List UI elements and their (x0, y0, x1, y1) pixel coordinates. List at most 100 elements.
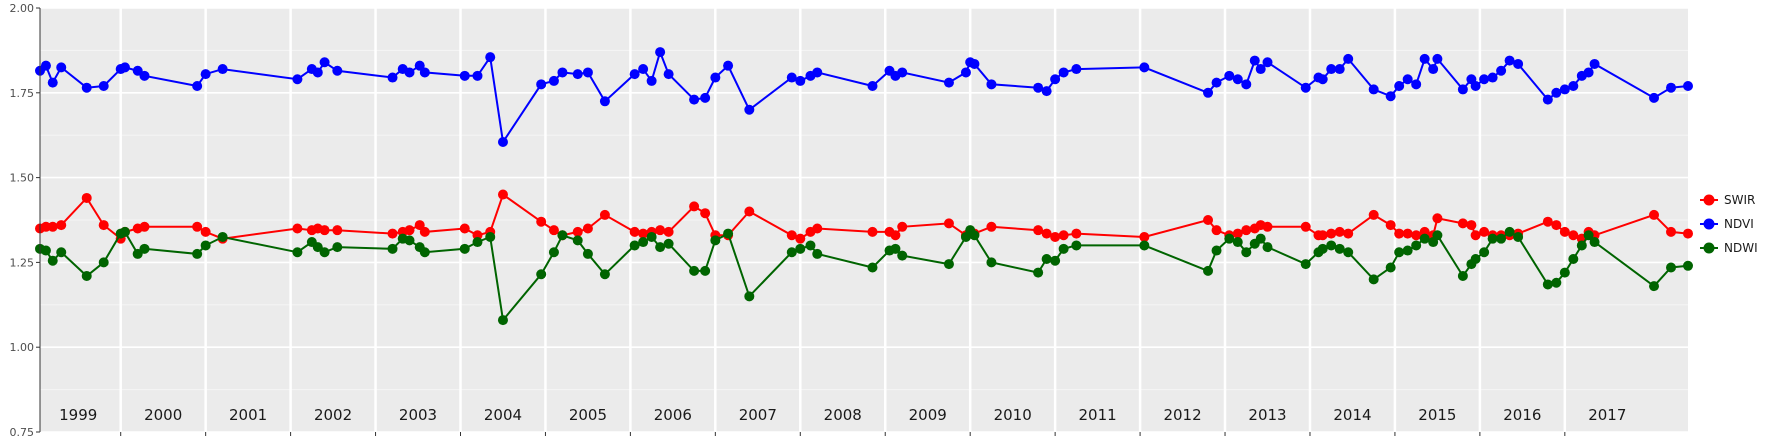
data-point-ndvi (47, 77, 58, 88)
data-point-ndvi (1428, 64, 1439, 75)
data-point-ndwi (710, 235, 721, 246)
data-point-swir (655, 225, 666, 236)
data-point-ndwi (319, 247, 330, 258)
data-point-ndvi (312, 67, 323, 78)
data-point-swir (292, 223, 303, 234)
series-ndvi (35, 47, 1693, 147)
data-point-ndwi (1432, 230, 1443, 241)
data-point-swir (404, 225, 415, 236)
data-point-swir (56, 220, 67, 231)
year-label: 2013 (1248, 406, 1286, 424)
data-point-ndvi (1300, 82, 1311, 93)
data-point-ndwi (419, 247, 430, 258)
data-point-swir (192, 221, 203, 232)
data-point-ndwi (1300, 259, 1311, 270)
series-ndwi (35, 225, 1693, 326)
year-label: 2016 (1503, 406, 1541, 424)
data-point-ndwi (786, 247, 797, 258)
data-point-ndvi (1249, 55, 1260, 66)
data-point-swir (1232, 228, 1243, 239)
data-point-swir (497, 189, 508, 200)
data-point-swir (1385, 220, 1396, 231)
data-point-ndwi (1326, 240, 1337, 251)
data-point-swir (81, 192, 92, 203)
data-point-ndvi (795, 75, 806, 86)
year-label: 2004 (484, 406, 522, 424)
year-label: 2017 (1588, 406, 1626, 424)
data-point-ndvi (40, 60, 51, 71)
data-point-swir (1317, 230, 1328, 241)
data-point-ndwi (1496, 233, 1507, 244)
data-point-ndwi (1568, 254, 1579, 265)
data-point-swir (98, 220, 109, 231)
data-point-ndvi (1203, 87, 1214, 98)
data-point-ndvi (700, 92, 711, 103)
data-point-swir (1368, 209, 1379, 220)
data-point-swir (1071, 228, 1082, 239)
data-point-ndwi (867, 262, 878, 273)
data-point-ndvi (404, 67, 415, 78)
data-point-ndwi (1317, 243, 1328, 254)
data-point-ndwi (638, 237, 649, 248)
data-point-ndwi (1394, 247, 1405, 258)
data-point-ndvi (119, 62, 130, 73)
data-point-swir (986, 221, 997, 232)
data-point-ndvi (1241, 79, 1252, 90)
year-label: 2012 (1163, 406, 1201, 424)
data-point-ndvi (1224, 70, 1235, 81)
data-point-ndwi (81, 270, 92, 281)
data-point-swir (1559, 226, 1570, 237)
data-point-swir (1050, 231, 1061, 242)
data-point-ndwi (387, 243, 398, 254)
data-point-ndvi (689, 94, 700, 105)
data-point-ndwi (472, 237, 483, 248)
data-point-ndvi (200, 69, 211, 80)
data-point-ndwi (1343, 247, 1354, 258)
data-point-ndwi (646, 231, 657, 242)
data-point-swir (1211, 225, 1222, 236)
data-point-ndvi (1139, 62, 1150, 73)
y-axis: 0.75 1.00 1.25 1.50 1.75 2.00 (10, 2, 1566, 439)
data-point-ndvi (582, 67, 593, 78)
data-point-ndwi (1551, 277, 1562, 288)
data-point-swir (1203, 215, 1214, 225)
data-point-ndvi (419, 67, 430, 78)
data-point-swir (1334, 226, 1345, 237)
data-point-ndwi (812, 248, 823, 259)
data-point-swir (200, 226, 211, 237)
data-point-swir (419, 226, 430, 237)
data-point-ndwi (200, 240, 211, 251)
data-point-ndwi (897, 250, 908, 261)
grid-lines (40, 7, 1688, 433)
data-point-swir (1666, 226, 1677, 237)
data-point-swir (1683, 228, 1693, 239)
data-point-ndvi (56, 62, 67, 73)
data-point-ndwi (497, 315, 508, 326)
data-point-swir (1568, 230, 1579, 241)
data-point-swir (1457, 218, 1468, 229)
data-point-ndvi (986, 79, 997, 90)
data-point-ndwi (655, 242, 666, 253)
data-point-swir (332, 225, 343, 236)
data-point-ndvi (1432, 53, 1443, 64)
data-point-swir (1139, 231, 1150, 242)
data-point-swir (1470, 230, 1481, 241)
data-point-swir (689, 201, 700, 212)
data-point-ndvi (1232, 74, 1243, 85)
data-point-ndvi (786, 72, 797, 83)
data-point-ndvi (472, 70, 483, 81)
year-label: 2005 (569, 406, 607, 424)
legend-key-marker (1703, 218, 1715, 230)
year-label: 2001 (229, 406, 267, 424)
legend: SWIR NDVI NDWI (1700, 193, 1758, 255)
data-point-ndvi (414, 60, 425, 71)
data-point-swir (786, 230, 797, 241)
data-point-ndvi (599, 96, 610, 107)
data-point-ndvi (943, 77, 954, 88)
data-point-ndwi (119, 226, 130, 237)
data-point-ndvi (1255, 64, 1266, 75)
data-point-ndwi (557, 230, 568, 241)
data-point-ndwi (1559, 267, 1570, 278)
data-point-ndvi (1343, 53, 1354, 64)
data-point-ndvi (812, 67, 823, 78)
